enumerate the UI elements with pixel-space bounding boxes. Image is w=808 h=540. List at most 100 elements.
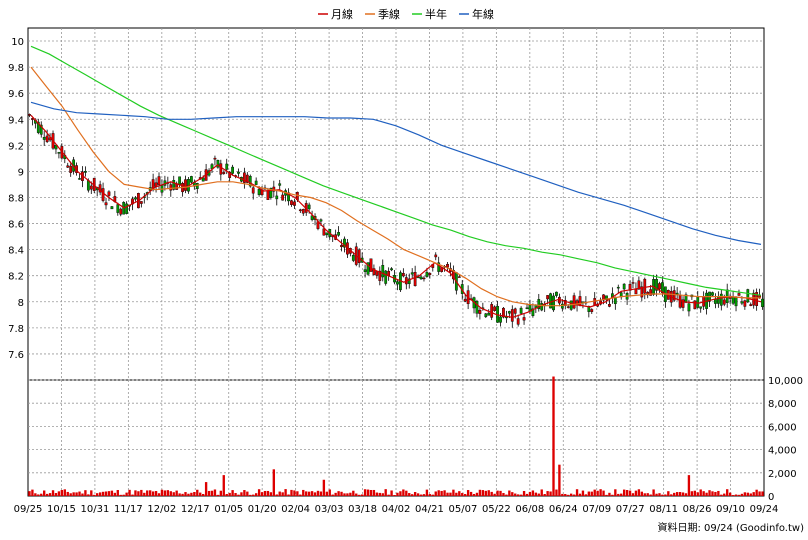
candle-body xyxy=(755,292,759,306)
volume-bar xyxy=(310,491,314,496)
volume-bar xyxy=(84,490,87,496)
volume-bar xyxy=(322,479,326,496)
x-tick-label: 08/11 xyxy=(649,504,678,515)
volume-bar xyxy=(664,494,667,496)
candle-body xyxy=(190,176,193,183)
candle-body xyxy=(716,296,720,304)
candle-body xyxy=(507,311,511,314)
volume-bar xyxy=(458,491,461,496)
volume-bar xyxy=(366,489,370,496)
x-tick-label: 09/10 xyxy=(716,504,745,515)
candle-body xyxy=(649,289,653,296)
volume-bar xyxy=(375,492,379,496)
volume-bar xyxy=(275,494,278,496)
volume-bar xyxy=(337,491,340,496)
volume-bar xyxy=(408,493,411,496)
grid xyxy=(27,27,765,497)
x-tick-label: 11/17 xyxy=(114,504,143,515)
volume-bar xyxy=(514,493,517,496)
volume-bar xyxy=(625,490,629,496)
volume-bar xyxy=(178,493,181,496)
candle-body xyxy=(637,280,641,290)
volume-bar xyxy=(187,493,190,496)
candle-body xyxy=(446,264,449,268)
volume-bar xyxy=(552,376,555,496)
volume-bar xyxy=(237,494,240,496)
volume-bar xyxy=(649,494,652,496)
candle-body xyxy=(537,299,541,310)
volume-bar xyxy=(219,490,223,496)
ma-quarter-line xyxy=(30,66,761,307)
volume-bar xyxy=(313,492,317,496)
candle-body xyxy=(98,184,102,193)
volume-bar xyxy=(387,494,390,496)
volume-bar xyxy=(572,494,576,496)
candle-body xyxy=(272,186,276,192)
volume-bar xyxy=(37,494,40,496)
candle-body xyxy=(66,165,70,168)
volume-bar xyxy=(449,492,452,496)
x-tick-label: 04/21 xyxy=(415,504,444,515)
volume-bar xyxy=(690,491,694,496)
volume-bar xyxy=(519,494,523,496)
candle-body xyxy=(419,276,423,280)
volume-tick-label: 4,000 xyxy=(768,446,797,457)
volume-bar xyxy=(272,469,276,496)
volume-bar xyxy=(228,492,231,496)
candle-body xyxy=(86,180,90,191)
x-tick-label: 05/22 xyxy=(482,504,511,515)
volume-bar xyxy=(717,490,720,496)
volume-bar xyxy=(481,490,485,496)
volume-bar xyxy=(684,493,688,496)
volume-bar xyxy=(611,494,614,496)
volume-bar xyxy=(69,493,72,496)
volume-bar xyxy=(249,494,252,496)
volume-bar xyxy=(472,493,476,496)
volume-bar xyxy=(372,489,376,496)
candle-body xyxy=(634,288,638,295)
volume-bar xyxy=(146,490,149,496)
volume-bar xyxy=(446,492,449,496)
volume-tick-label: 10,000 xyxy=(768,376,803,387)
volume-bar xyxy=(531,490,535,496)
volume-bar xyxy=(210,490,214,496)
candle-body xyxy=(195,183,199,189)
data-date-credit: 資料日期: 09/24 (Goodinfo.tw) xyxy=(657,521,804,534)
volume-bar xyxy=(511,492,514,496)
volume-bar xyxy=(125,492,128,496)
volume-bar xyxy=(746,492,749,496)
volume-bar xyxy=(723,493,726,496)
candle-body xyxy=(555,291,558,296)
candle-body xyxy=(560,303,564,309)
candle-body xyxy=(487,312,491,316)
volume-bar xyxy=(620,493,623,496)
candle-body xyxy=(761,298,764,308)
volume-bar xyxy=(328,489,331,496)
volume-bar xyxy=(355,493,358,496)
volume-bar xyxy=(151,491,155,496)
candle-body xyxy=(593,298,597,306)
volume-bar xyxy=(169,491,172,496)
volume-bar xyxy=(543,494,546,496)
candle-body xyxy=(351,255,355,261)
volume-bar xyxy=(93,494,96,496)
candle-body xyxy=(546,295,549,300)
volume-bar xyxy=(290,489,293,496)
volume-bar xyxy=(469,491,473,496)
candle-body xyxy=(531,308,535,317)
candle-body xyxy=(422,277,426,280)
volume-bar xyxy=(278,491,281,496)
candle-body xyxy=(731,296,735,304)
price-tick-label: 9.2 xyxy=(8,141,24,152)
volume-bar xyxy=(190,492,193,496)
volume-bar xyxy=(296,491,299,496)
candle-body xyxy=(693,300,697,310)
volume-bar xyxy=(101,491,105,496)
candle-body xyxy=(125,203,129,214)
volume-bar xyxy=(708,490,711,496)
candle-body xyxy=(413,272,417,287)
candle-body xyxy=(57,152,61,154)
price-tick-label: 7.8 xyxy=(8,324,24,335)
volume-bar xyxy=(137,491,140,496)
